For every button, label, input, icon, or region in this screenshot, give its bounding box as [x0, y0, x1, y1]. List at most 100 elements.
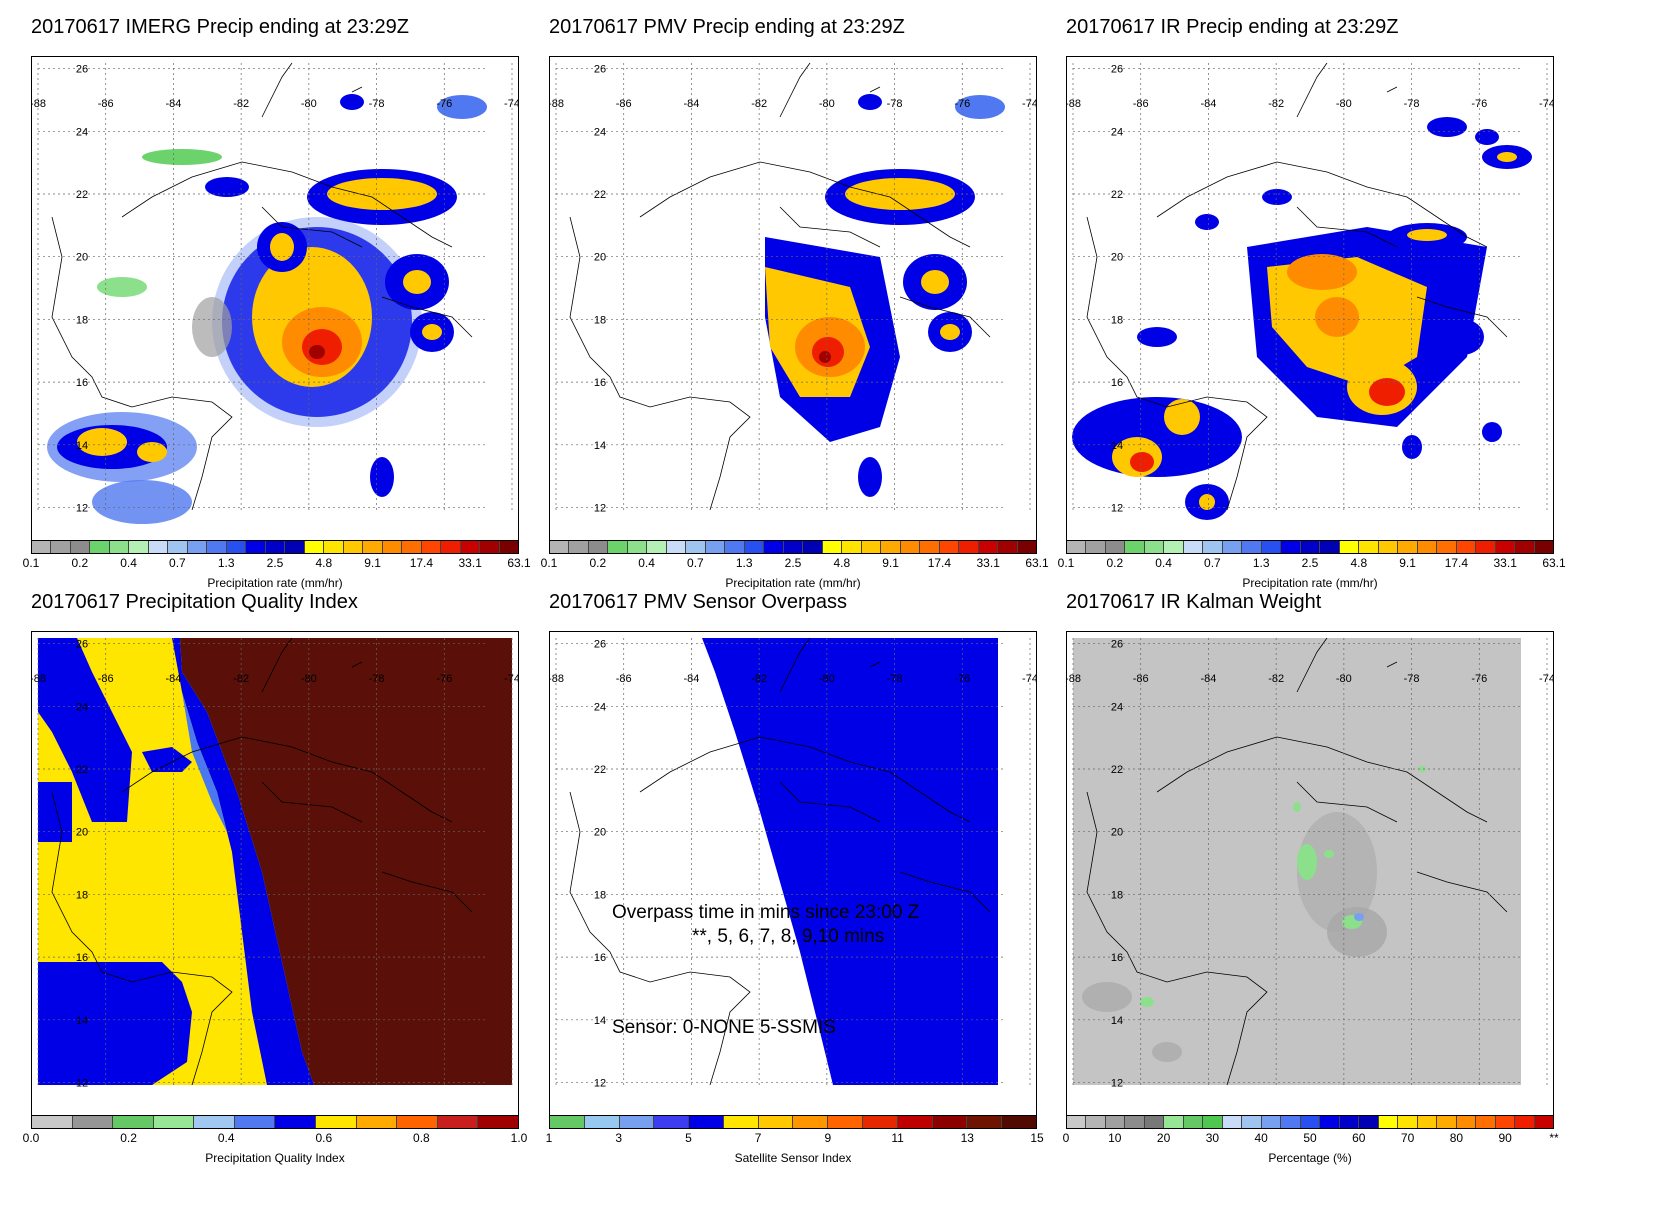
- colorbar-tick-label: 5: [685, 1131, 692, 1145]
- colorbar-swatch: [70, 541, 91, 553]
- colorbar-tick-label: 0.2: [120, 1131, 137, 1145]
- longitude-label: -78: [369, 673, 385, 685]
- longitude-label: -74: [504, 673, 518, 685]
- colorbar-tick-label: 0.7: [687, 556, 704, 570]
- colorbar-label: Precipitation rate (mm/hr): [207, 576, 343, 590]
- colorbar-tick-label: 0: [1062, 1131, 1070, 1145]
- colorbar-swatch: [356, 1116, 398, 1128]
- latitude-label: 12: [1111, 503, 1123, 515]
- colorbar-swatch: [900, 541, 921, 553]
- colorbar-swatch: [1476, 1116, 1496, 1128]
- coastline: [51, 637, 473, 1086]
- colorbar-ticks: 0.1 0.2 0.4 0.7 1.3 2.5 4.8 9.1 17.4 33.1 63.1: [541, 556, 1049, 572]
- colorbar-swatch: [1183, 541, 1204, 553]
- colorbar-label: Precipitation Quality Index: [205, 1151, 345, 1165]
- latitude-label: 20: [76, 827, 88, 839]
- colorbar-swatch: [939, 541, 960, 553]
- colorbar-tick-label: 0.7: [169, 556, 186, 570]
- colorbar-swatch: [343, 541, 364, 553]
- colorbar-tick-label: 0.7: [1204, 556, 1221, 570]
- coastline: [1086, 637, 1508, 1086]
- colorbar-swatch: [588, 541, 609, 553]
- colorbar-swatch: [1515, 1116, 1535, 1128]
- colorbar-swatch: [1437, 1116, 1457, 1128]
- colorbar-swatch: [304, 541, 325, 553]
- colorbar-swatch: [1534, 541, 1554, 553]
- colorbar-tick-label: 4.8: [1350, 556, 1368, 570]
- latitude-label: 14: [594, 1015, 606, 1027]
- colorbar-swatch: [478, 1116, 518, 1128]
- colorbar-swatch: [207, 541, 227, 553]
- colorbar-label: Percentage (%): [1268, 1151, 1352, 1165]
- precip-map: -88 -86 -84 -82 -80 -78 -76 -74 26 24 22 20 18 16 14 12: [1067, 62, 1553, 520]
- colorbar-swatch: [822, 541, 843, 553]
- latitude-label: 20: [594, 252, 606, 264]
- colorbar-swatch: [316, 1116, 357, 1128]
- colorbar-ticks: 1 3 5 7 9 11 13 15: [545, 1131, 1044, 1147]
- panel-pmv: 20170617 PMV Precip ending at 23:29Z -88…: [541, 16, 1069, 616]
- colorbar-tick-label: 9.1: [882, 556, 899, 570]
- colorbar-tick-label: 0.2: [71, 556, 89, 570]
- colorbar-tick-label: 2.5: [266, 556, 284, 570]
- latitude-label: 24: [594, 126, 606, 138]
- latitude-label: 22: [76, 189, 88, 201]
- kalman-map: -88 -86 -84 -82 -80 -78 -76 -74 26 24 22 20 18 16 14 12: [1067, 637, 1553, 1090]
- colorbar-tick-label: 3: [615, 1131, 623, 1145]
- colorbar-swatch: [1086, 1116, 1106, 1128]
- colorbar-tick-label: 2.5: [1301, 556, 1319, 570]
- colorbar-swatch: [234, 1116, 276, 1128]
- colorbar-tick-label: 13: [960, 1131, 974, 1145]
- colorbar-swatch: [897, 1116, 933, 1128]
- graticule: -88 -86 -84 -82 -80 -78 -76 -74 26 24 22 20 18 16 14 12: [1067, 637, 1553, 1090]
- longitude-label: -78: [887, 673, 903, 685]
- latitude-label: 26: [1111, 639, 1123, 651]
- colorbar-tick-label: 80: [1449, 1131, 1464, 1145]
- latitude-label: 20: [1111, 827, 1123, 839]
- latitude-label: 22: [1111, 189, 1123, 201]
- longitude-label: -76: [954, 98, 970, 110]
- colorbar-swatch: [168, 541, 188, 553]
- colorbar-tick-label: 17.4: [409, 556, 434, 570]
- colorbar-swatch: [402, 541, 422, 553]
- latitude-label: 22: [76, 764, 88, 776]
- latitude-label: 18: [594, 889, 606, 901]
- latitude-label: 24: [594, 701, 606, 713]
- colorbar-swatch: [1017, 541, 1037, 553]
- colorbar-tick-label: 1: [545, 1131, 553, 1145]
- colorbar-tick-label: 7: [754, 1131, 762, 1145]
- colorbar-swatch: [397, 1116, 438, 1128]
- colorbar-swatch: [1456, 541, 1477, 553]
- panel-title: 20170617 PMV Sensor Overpass: [549, 591, 847, 613]
- colorbar-swatch: [1417, 1116, 1438, 1128]
- overpass-minutes-note: **, 5, 6, 7, 8, 9,10 mins: [692, 926, 885, 947]
- colorbar-swatch: [725, 541, 745, 553]
- latitude-label: 16: [594, 952, 606, 964]
- longitude-label: -76: [1471, 98, 1487, 110]
- colorbar-swatch: [1476, 541, 1496, 553]
- colorbar-swatch: [881, 541, 901, 553]
- colorbar-swatch: [861, 541, 882, 553]
- colorbar-swatch: [1300, 1116, 1321, 1128]
- colorbar-swatch: [1359, 1116, 1379, 1128]
- colorbar-tick-label: 1.0: [510, 1131, 528, 1145]
- colorbar-swatch: [1067, 541, 1087, 553]
- colorbar-tick-label: 40: [1254, 1131, 1268, 1145]
- colorbar-swatch: [285, 541, 305, 553]
- latitude-label: 12: [594, 503, 606, 515]
- colorbar-tick-label: 2.5: [784, 556, 802, 570]
- latitude-label: 26: [76, 64, 88, 76]
- longitude-label: -82: [1268, 673, 1284, 685]
- panel-kalman: 20170617 IR Kalman Weight -88-86-84-82-8…: [1062, 591, 1586, 1191]
- colorbar-swatch: [783, 541, 804, 553]
- colorbar-swatch: [1437, 541, 1457, 553]
- colorbar-tick-label: 33.1: [1493, 556, 1517, 570]
- colorbar-swatch: [363, 541, 383, 553]
- colorbar-swatch: [1320, 541, 1340, 553]
- longitude-label: -74: [1539, 673, 1553, 685]
- colorbar-swatch: [764, 541, 784, 553]
- sensor-legend-note: Sensor: 0-NONE 5-SSMIS: [612, 1017, 836, 1038]
- colorbar-tick-label: 60: [1352, 1131, 1366, 1145]
- latitude-label: 14: [76, 1015, 88, 1027]
- colorbar-swatch: [1222, 1116, 1243, 1128]
- longitude-label: -80: [301, 98, 317, 110]
